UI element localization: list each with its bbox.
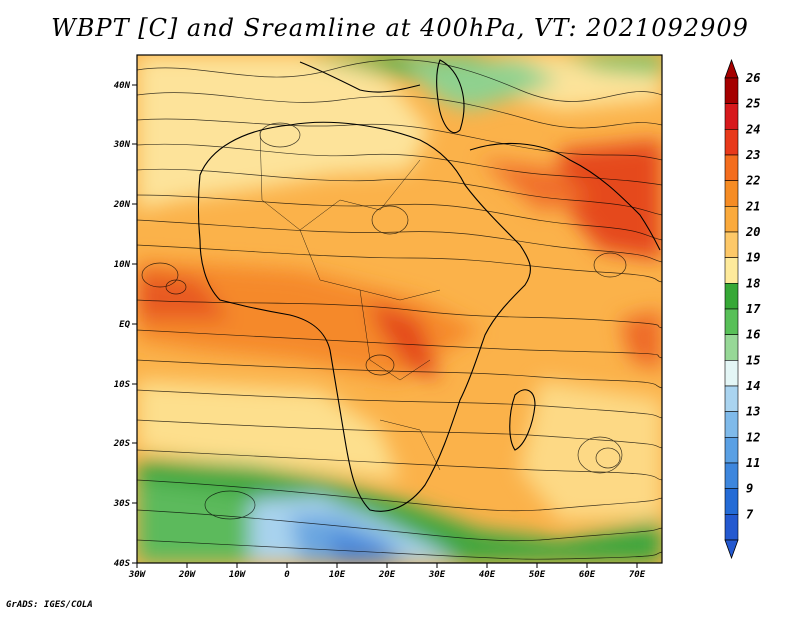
colorbar-swatch bbox=[724, 385, 739, 412]
colorbar-swatch bbox=[724, 488, 739, 515]
map-title: WBPT [C] and Sreamline at 400hPa, VT: 20… bbox=[51, 14, 749, 42]
lon-label: 10W bbox=[229, 570, 247, 580]
colorbar-label: 22 bbox=[745, 174, 760, 188]
colorbar-label: 9 bbox=[746, 482, 753, 496]
lon-label: 60E bbox=[579, 570, 596, 580]
colorbar-swatch bbox=[724, 334, 739, 361]
colorbar-swatch bbox=[724, 360, 739, 387]
colorbar-label: 25 bbox=[745, 97, 760, 111]
colorbar-label: 12 bbox=[746, 430, 760, 444]
colorbar-swatch bbox=[724, 129, 739, 156]
colorbar-swatch bbox=[724, 514, 739, 541]
colorbar-label: 18 bbox=[746, 276, 760, 290]
lat-label: 40N bbox=[114, 81, 131, 91]
lat-label: 20N bbox=[113, 200, 131, 210]
colorbar: 26 25 24 23 22 21 20 19 18 17 16 15 14 13 12 11 9 7 bbox=[724, 58, 761, 560]
colorbar-swatch bbox=[724, 231, 739, 258]
grads-credit: GrADS: IGES/COLA bbox=[6, 600, 93, 610]
lat-label: 30N bbox=[113, 140, 131, 150]
lat-label: 10S bbox=[114, 380, 131, 390]
colorbar-swatch bbox=[724, 462, 739, 489]
map-frame bbox=[136, 54, 663, 564]
colorbar-label: 13 bbox=[746, 405, 760, 419]
colorbar-swatch bbox=[724, 308, 739, 335]
colorbar-label: 23 bbox=[745, 148, 760, 162]
lon-axis: 30W 20W 10W 0 10E 20E 30E 40E 50E 60E 70… bbox=[128, 563, 646, 580]
coastlines bbox=[197, 59, 661, 512]
colorbar-label: 14 bbox=[746, 379, 760, 393]
colorbar-label: 26 bbox=[745, 71, 760, 85]
colorbar-bottom-arrow bbox=[724, 539, 739, 560]
colorbar-label: 11 bbox=[746, 456, 760, 470]
lat-label: EQ bbox=[119, 320, 130, 330]
lon-label: 30E bbox=[428, 570, 446, 580]
colorbar-swatch bbox=[724, 257, 739, 284]
lon-label: 20W bbox=[178, 570, 197, 580]
lon-label: 70E bbox=[629, 570, 646, 580]
streamlines bbox=[137, 59, 662, 560]
lon-label: 0 bbox=[284, 570, 290, 580]
colorbar-top-arrow bbox=[724, 58, 739, 79]
colorbar-swatch bbox=[724, 206, 739, 233]
lon-label: 10E bbox=[329, 570, 346, 580]
colorbar-label: 16 bbox=[746, 328, 760, 342]
colorbar-swatch bbox=[724, 180, 739, 207]
lat-axis: 40N 30N 20N 10N EQ 10S 20S 30S 40S bbox=[113, 81, 137, 569]
colorbar-label: 7 bbox=[746, 507, 754, 521]
colorbar-swatch bbox=[724, 154, 739, 181]
colorbar-label: 19 bbox=[746, 251, 760, 265]
lat-label: 40S bbox=[114, 559, 131, 569]
lat-label: 30S bbox=[113, 499, 131, 509]
lon-label: 20E bbox=[378, 570, 396, 580]
colorbar-swatch bbox=[724, 437, 739, 464]
colorbar-label: 24 bbox=[745, 122, 760, 136]
lat-label: 20S bbox=[113, 439, 131, 449]
colorbar-swatch bbox=[724, 283, 739, 310]
colorbar-label: 15 bbox=[746, 353, 760, 367]
colorbar-swatch bbox=[724, 103, 739, 130]
borders bbox=[259, 129, 441, 471]
colorbar-label: 20 bbox=[745, 225, 760, 239]
colorbar-label: 21 bbox=[745, 199, 760, 213]
colorbar-label: 17 bbox=[746, 302, 761, 316]
wbpt-field bbox=[137, 55, 662, 563]
lon-label: 30W bbox=[128, 570, 147, 580]
lat-label: 10N bbox=[114, 260, 131, 270]
colorbar-swatch bbox=[724, 77, 739, 104]
lon-label: 50E bbox=[529, 570, 546, 580]
colorbar-swatch bbox=[724, 411, 739, 438]
lon-label: 40E bbox=[479, 570, 496, 580]
